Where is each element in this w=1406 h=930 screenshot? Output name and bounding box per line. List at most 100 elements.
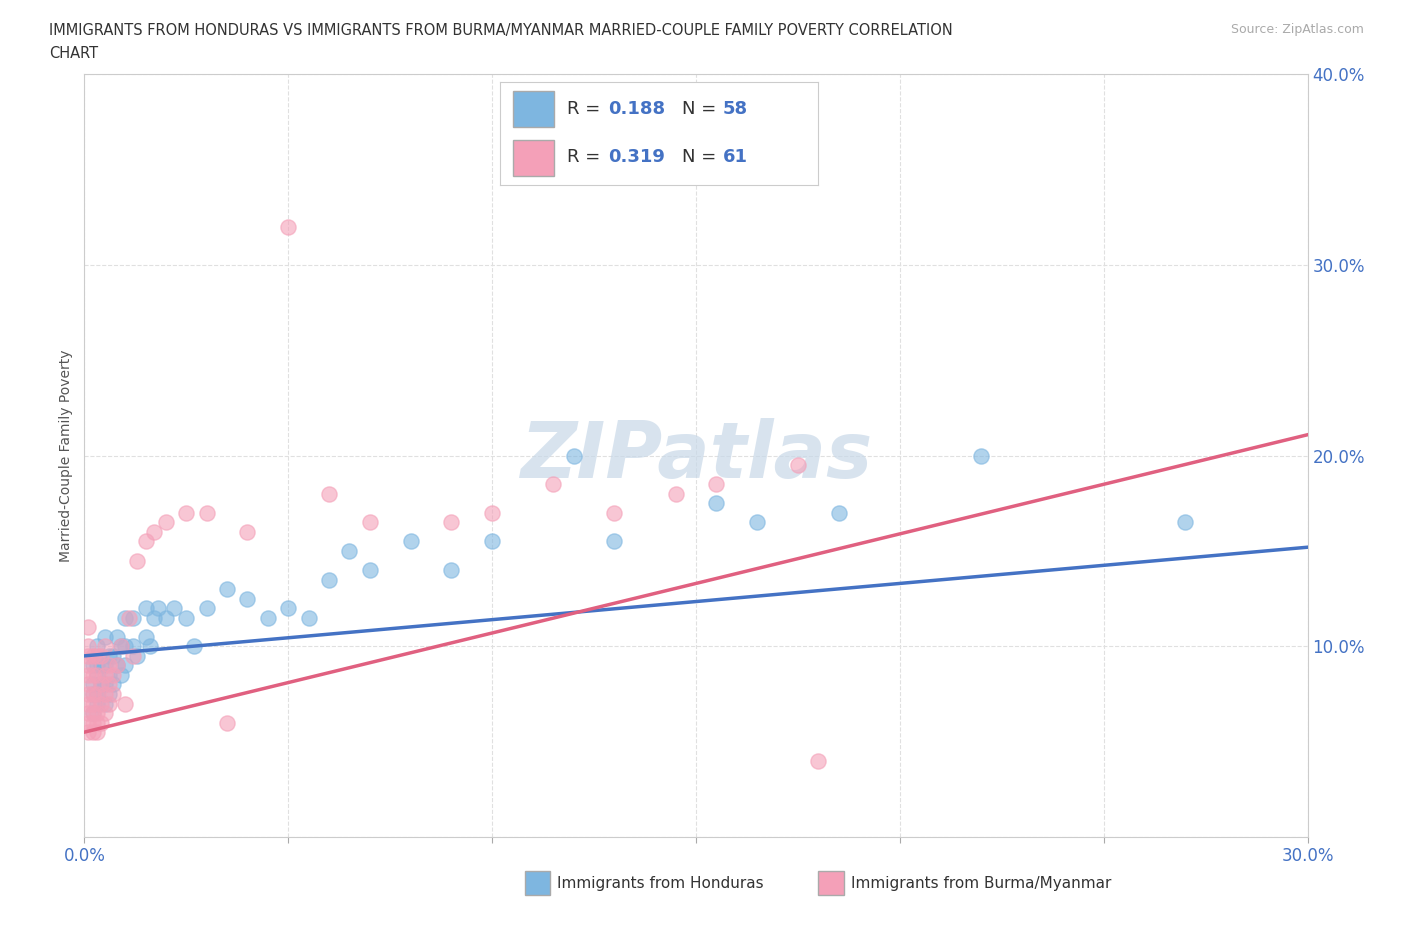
Point bbox=[86, 658, 108, 673]
Point bbox=[101, 648, 124, 663]
Point bbox=[82, 677, 104, 692]
Point bbox=[138, 639, 160, 654]
Point bbox=[101, 677, 124, 692]
Point bbox=[93, 686, 115, 701]
Point bbox=[82, 668, 104, 683]
Text: CHART: CHART bbox=[49, 46, 98, 61]
Point bbox=[86, 686, 108, 701]
Point bbox=[217, 715, 239, 730]
Point bbox=[77, 648, 100, 663]
Point bbox=[146, 601, 169, 616]
Text: IMMIGRANTS FROM HONDURAS VS IMMIGRANTS FROM BURMA/MYANMAR MARRIED-COUPLE FAMILY : IMMIGRANTS FROM HONDURAS VS IMMIGRANTS F… bbox=[49, 23, 953, 38]
Point bbox=[603, 506, 626, 521]
Point bbox=[90, 677, 112, 692]
Point bbox=[174, 506, 197, 521]
Point bbox=[135, 534, 157, 549]
Point bbox=[93, 696, 115, 711]
Point bbox=[114, 658, 136, 673]
Point bbox=[110, 639, 132, 654]
Point bbox=[562, 448, 585, 463]
Point bbox=[183, 639, 205, 654]
Point bbox=[135, 601, 157, 616]
Point bbox=[77, 639, 100, 654]
Point bbox=[77, 696, 100, 711]
Point bbox=[236, 525, 259, 539]
Point bbox=[298, 610, 321, 625]
Point bbox=[77, 706, 100, 721]
Point bbox=[86, 715, 108, 730]
Point bbox=[77, 724, 100, 739]
Text: Immigrants from Honduras: Immigrants from Honduras bbox=[557, 875, 763, 891]
Point bbox=[101, 686, 124, 701]
Point bbox=[665, 486, 688, 501]
Point bbox=[93, 639, 115, 654]
Point bbox=[110, 668, 132, 683]
Point bbox=[101, 668, 124, 683]
Point bbox=[142, 525, 165, 539]
Point bbox=[122, 648, 145, 663]
Text: ZIPatlas: ZIPatlas bbox=[520, 418, 872, 494]
Point bbox=[86, 724, 108, 739]
Point bbox=[163, 601, 186, 616]
Point bbox=[77, 686, 100, 701]
Point bbox=[105, 658, 128, 673]
Point bbox=[135, 630, 157, 644]
Point bbox=[82, 715, 104, 730]
Point bbox=[828, 506, 851, 521]
Point bbox=[195, 506, 218, 521]
Point bbox=[77, 620, 100, 635]
Point bbox=[82, 686, 104, 701]
Point bbox=[359, 515, 381, 530]
Point bbox=[706, 496, 728, 511]
Point bbox=[195, 601, 218, 616]
Point bbox=[77, 677, 100, 692]
Point bbox=[399, 534, 422, 549]
Point bbox=[97, 648, 120, 663]
Point bbox=[127, 553, 149, 568]
Point bbox=[90, 677, 112, 692]
Point bbox=[318, 486, 340, 501]
Point bbox=[93, 677, 115, 692]
Point bbox=[318, 572, 340, 587]
Point bbox=[97, 686, 120, 701]
Point bbox=[82, 706, 104, 721]
Point bbox=[603, 534, 626, 549]
Point bbox=[122, 639, 145, 654]
Point bbox=[82, 706, 104, 721]
Point bbox=[93, 658, 115, 673]
Point bbox=[174, 610, 197, 625]
Point bbox=[122, 610, 145, 625]
Point bbox=[236, 591, 259, 606]
Point bbox=[155, 515, 177, 530]
Point bbox=[142, 610, 165, 625]
Point bbox=[114, 610, 136, 625]
Point bbox=[747, 515, 769, 530]
Point bbox=[97, 696, 120, 711]
Point bbox=[114, 639, 136, 654]
Text: Immigrants from Burma/Myanmar: Immigrants from Burma/Myanmar bbox=[851, 875, 1111, 891]
Point bbox=[86, 639, 108, 654]
Point bbox=[82, 658, 104, 673]
Point bbox=[277, 219, 299, 234]
Point bbox=[807, 753, 830, 768]
Point bbox=[257, 610, 280, 625]
Point bbox=[86, 686, 108, 701]
Point bbox=[93, 630, 115, 644]
Point bbox=[86, 696, 108, 711]
Point bbox=[86, 668, 108, 683]
Point bbox=[339, 543, 361, 558]
Point bbox=[77, 658, 100, 673]
Point bbox=[86, 706, 108, 721]
Point bbox=[706, 477, 728, 492]
Point bbox=[359, 563, 381, 578]
Point bbox=[277, 601, 299, 616]
Point bbox=[127, 648, 149, 663]
Point bbox=[82, 724, 104, 739]
Point bbox=[90, 696, 112, 711]
Point bbox=[118, 610, 141, 625]
Point bbox=[77, 668, 100, 683]
Text: Source: ZipAtlas.com: Source: ZipAtlas.com bbox=[1230, 23, 1364, 36]
Point bbox=[543, 477, 565, 492]
Point bbox=[97, 658, 120, 673]
Point bbox=[97, 677, 120, 692]
